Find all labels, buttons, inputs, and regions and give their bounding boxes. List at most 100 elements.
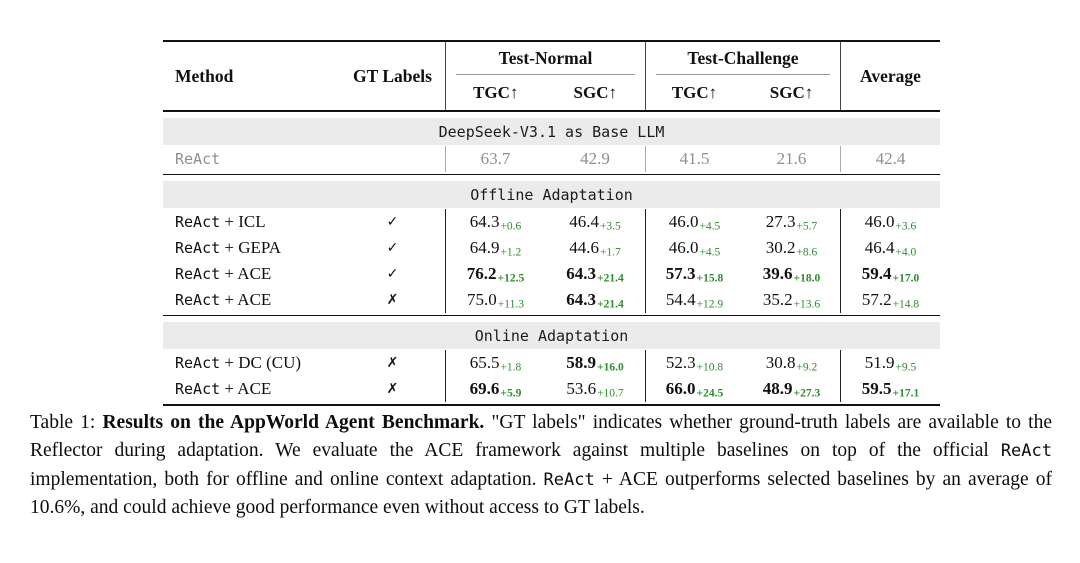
metric-value: 57.2: [861, 290, 892, 309]
table-row: ReAct + ACE ✗ 75.0 +11.3 64.3 +21.4 54.4 +12.9 3…: [163, 287, 940, 313]
header-tgc-normal: TGC↑: [473, 82, 519, 102]
metric-value: 59.5: [861, 379, 892, 398]
metric-value: 30.2: [765, 238, 796, 257]
table-row: ReAct + ICL ✓ 64.3 +0.6 46.4 +3.5 46.0 +4.5 27.3…: [163, 209, 940, 235]
value-cell: 58.9 +16.0: [545, 350, 645, 376]
metric-value: 52.3: [665, 353, 696, 372]
table-row: ReAct + GEPA ✓ 64.9 +1.2 44.6 +1.7 46.0 +4.5 30.…: [163, 235, 940, 261]
metric-value: 75.0: [467, 290, 497, 309]
metric-value: 64.3: [469, 212, 500, 231]
metric-value: 59.4: [861, 264, 892, 283]
method-suffix-label: + ACE: [220, 379, 272, 398]
method-cell: ReAct + DC (CU): [163, 350, 340, 376]
metric-value: 27.3: [765, 212, 796, 231]
table-caption: Table 1: Results on the AppWorld Agent B…: [30, 409, 1052, 522]
metric-value: 46.0: [864, 212, 895, 231]
table-row: ReAct + ACE ✓ 76.2 +12.5 64.3 +21.4 57.3 +15.8 3…: [163, 261, 940, 287]
delta-subscript: +9.2: [796, 361, 818, 374]
value-cell: 30.8 +9.2: [743, 350, 840, 376]
value-cell: 42.4: [840, 146, 940, 172]
delta-subscript: +12.9: [696, 298, 724, 311]
method-mono-label: ReAct: [175, 265, 221, 283]
gt-cross-icon: ✗: [386, 292, 399, 308]
value-cell: 46.0 +3.6: [840, 209, 940, 235]
delta-subscript: +21.4: [597, 272, 624, 285]
metric-value: 66.0: [665, 379, 696, 398]
metric-value: 39.6: [762, 264, 793, 283]
caption-mono-term: ReAct: [1000, 441, 1052, 462]
method-mono-label: ReAct: [175, 213, 221, 231]
metric-value: 30.8: [765, 353, 796, 372]
header-subrow-normal: TGC↑ SGC↑: [446, 75, 645, 110]
delta-subscript: +1.2: [500, 246, 522, 259]
metric-value: 51.9: [864, 353, 895, 372]
value-cell: 41.5: [645, 146, 743, 172]
metric-value: 48.9: [762, 379, 793, 398]
metric-value: 46.4: [864, 238, 895, 257]
value-cell: 44.6 +1.7: [545, 235, 645, 261]
delta-subscript: +4.5: [699, 220, 721, 233]
metric-value: 53.6: [566, 379, 597, 398]
metric-value: 41.5: [679, 149, 710, 168]
method-cell: ReAct + ACE: [163, 376, 340, 402]
metric-value: 46.0: [668, 238, 699, 257]
section-divider-rule: [163, 315, 940, 316]
value-cell: 64.3 +21.4: [545, 287, 645, 313]
value-cell: 59.4 +17.0: [840, 261, 940, 287]
delta-subscript: +5.9: [500, 387, 522, 400]
header-group-test-challenge: Test-Challenge TGC↑ SGC↑: [645, 42, 840, 110]
caption-mono-term: ReAct: [543, 469, 595, 490]
method-cell: ReAct + ACE: [163, 287, 340, 313]
table-row: ReAct + DC (CU) ✗ 65.5 +1.8 58.9 +16.0 52.3 +10…: [163, 350, 940, 376]
delta-subscript: +4.0: [895, 246, 917, 259]
delta-subscript: +17.1: [892, 387, 920, 400]
metric-value: 64.3: [566, 290, 597, 309]
method-cell: ReAct + ICL: [163, 209, 340, 235]
value-cell: 27.3 +5.7: [743, 209, 840, 235]
header-sgc-challenge: SGC↑: [769, 82, 814, 102]
value-cell: 65.5 +1.8: [445, 350, 545, 376]
value-cell: 52.3 +10.8: [645, 350, 743, 376]
delta-subscript: +21.4: [597, 298, 624, 311]
delta-subscript: +4.5: [699, 246, 721, 259]
value-cell: 69.6 +5.9: [445, 376, 545, 402]
metric-value: 46.0: [668, 212, 699, 231]
header-tgc-challenge: TGC↑: [671, 82, 718, 102]
table-row: ReAct 63.7 42.9 41.5 21.6 42.4: [163, 146, 940, 172]
value-cell: 54.4 +12.9: [645, 287, 743, 313]
metric-value: 65.5: [469, 353, 500, 372]
table-header: Method GT Labels Test-Normal TGC↑ SGC↑ T…: [163, 42, 940, 112]
delta-subscript: +3.5: [599, 220, 621, 233]
metric-value: 76.2: [466, 264, 497, 283]
metric-value: 54.4: [665, 290, 696, 309]
value-cell: 57.3 +15.8: [645, 261, 743, 287]
header-group-test-normal: Test-Normal TGC↑ SGC↑: [445, 42, 645, 110]
method-mono-label: ReAct: [175, 354, 221, 372]
table-bottom-rule: [163, 404, 940, 406]
value-cell: 42.9: [545, 146, 645, 172]
value-cell: 76.2 +12.5: [445, 261, 545, 287]
header-test-normal: Test-Normal: [456, 42, 635, 75]
delta-subscript: +15.8: [696, 272, 724, 285]
delta-subscript: +17.0: [892, 272, 920, 285]
metric-value: 35.2: [762, 290, 793, 309]
gt-check-icon: ✓: [386, 266, 399, 282]
value-cell: 46.4 +3.5: [545, 209, 645, 235]
caption-text: "GT labels" indicates whether ground-tru…: [30, 412, 1053, 462]
value-cell: 57.2 +14.8: [840, 287, 940, 313]
gt-cross-icon: ✗: [386, 355, 399, 371]
metric-value: 42.9: [580, 149, 610, 168]
metric-value: 63.7: [480, 149, 511, 168]
metric-value: 57.3: [665, 264, 696, 283]
delta-subscript: +0.6: [500, 220, 522, 233]
value-cell: 64.3 +21.4: [545, 261, 645, 287]
section-band: Offline Adaptation: [163, 181, 940, 208]
value-cell: 30.2 +8.6: [743, 235, 840, 261]
section-divider-rule: [163, 174, 940, 175]
method-suffix-label: + DC (CU): [220, 353, 302, 372]
delta-subscript: +24.5: [696, 387, 724, 400]
metric-value: 58.9: [566, 353, 597, 372]
value-cell: 51.9 +9.5: [840, 350, 940, 376]
metric-value: 21.6: [776, 149, 807, 168]
